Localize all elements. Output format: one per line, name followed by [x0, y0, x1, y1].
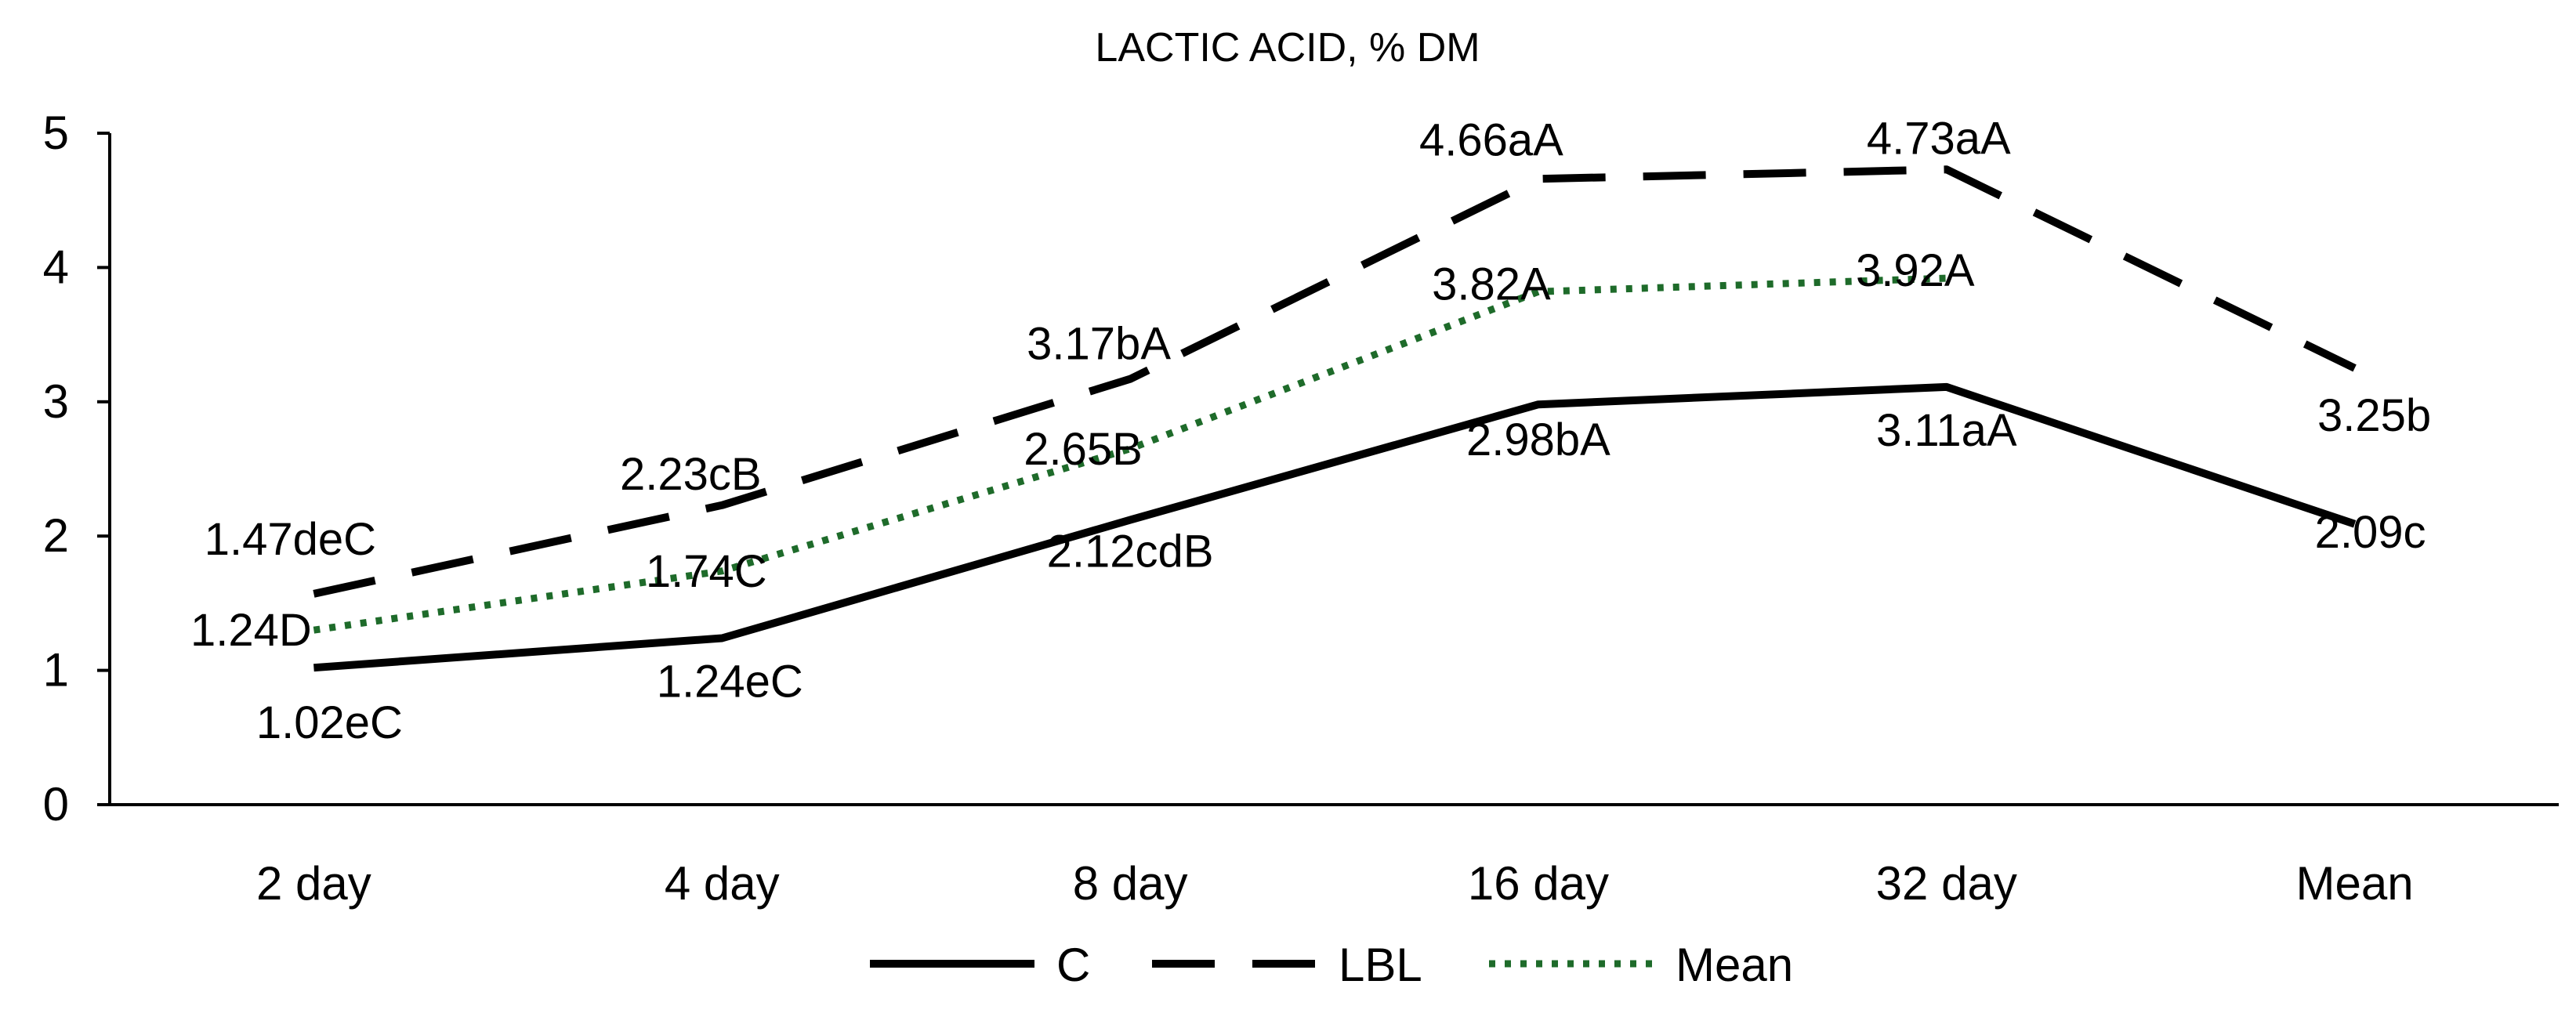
legend-label-c: C [1056, 939, 1090, 991]
data-label: 3.25b [2317, 390, 2431, 441]
x-tick-label: 4 day [665, 857, 780, 910]
data-label: 1.74C [646, 546, 767, 597]
y-tick-label: 1 [43, 644, 69, 697]
y-tick-label: 4 [43, 241, 69, 293]
data-label: 2.98bA [1466, 414, 1610, 465]
data-label: 1.24eC [657, 657, 803, 708]
data-label: 2.65B [1024, 424, 1143, 475]
y-tick-label: 5 [43, 107, 69, 159]
legend: C LBL Mean [870, 939, 1793, 991]
y-tick-label: 3 [43, 375, 69, 428]
data-label: 4.73aA [1867, 113, 2011, 164]
data-labels: 1.02eC 1.24eC 2.12cdB 2.98bA 3.11aA 2.09c 1.47… [190, 113, 2431, 748]
y-tick-label: 0 [43, 778, 69, 831]
series-line-mean [313, 274, 1947, 634]
legend-label-lbl: LBL [1339, 939, 1422, 991]
data-label: 2.23cB [620, 449, 762, 500]
data-label: 2.12cdB [1047, 527, 1214, 577]
data-label: 3.11aA [1876, 405, 2017, 456]
series-line-c [313, 382, 2357, 672]
data-label: 2.09c [2315, 507, 2426, 558]
x-tick-label: 32 day [1876, 857, 2017, 910]
data-label: 3.92A [1856, 245, 1975, 296]
data-label: 3.82A [1432, 259, 1551, 309]
y-tick-label: 2 [43, 509, 69, 562]
x-tick-label: Mean [2296, 857, 2414, 910]
data-label: 1.24D [190, 605, 312, 656]
series-lines [313, 165, 2357, 672]
data-label: 4.66aA [1419, 114, 1563, 165]
x-tick-label: 8 day [1073, 857, 1188, 910]
x-tick-label: 16 day [1468, 857, 1609, 910]
chart-title: LACTIC ACID, % DM [1095, 25, 1480, 71]
data-label: 1.02eC [256, 697, 403, 748]
data-label: 3.17bA [1027, 319, 1171, 370]
x-tick-label: 2 day [256, 857, 371, 910]
legend-label-mean: Mean [1676, 939, 1793, 991]
series-line-lbl [313, 165, 2357, 598]
data-label: 1.47deC [205, 514, 376, 565]
axes: 0 1 2 3 4 5 2 day 4 day 8 day 16 day 32 day Mean [43, 107, 2559, 910]
